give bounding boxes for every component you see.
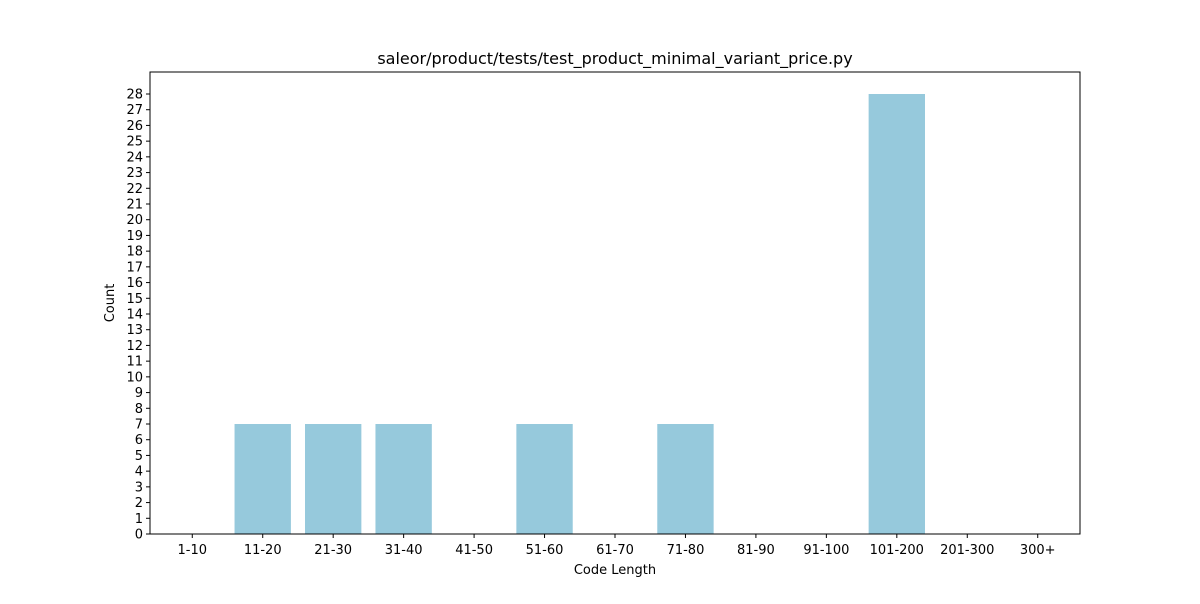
bar-11-20: [234, 424, 291, 534]
y-tick-label: 15: [126, 292, 143, 307]
y-tick-label: 9: [135, 386, 143, 401]
y-tick-label: 18: [126, 245, 143, 260]
x-tick-label: 300+: [1020, 543, 1056, 558]
y-tick-label: 17: [126, 260, 143, 275]
y-tick-label: 1: [135, 512, 143, 527]
y-tick-label: 27: [126, 103, 143, 118]
x-tick-label: 41-50: [455, 543, 493, 558]
y-tick-label: 20: [126, 213, 143, 228]
x-tick-label: 51-60: [526, 543, 564, 558]
x-axis-label: Code Length: [574, 563, 656, 578]
y-tick-label: 13: [126, 323, 143, 338]
y-tick-label: 12: [126, 339, 143, 354]
y-tick-label: 0: [135, 528, 143, 543]
y-tick-label: 11: [126, 355, 143, 370]
x-tick-label: 11-20: [244, 543, 282, 558]
y-tick-label: 4: [135, 465, 143, 480]
x-tick-label: 1-10: [178, 543, 208, 558]
y-tick-label: 14: [126, 308, 143, 323]
y-tick-label: 16: [126, 276, 143, 291]
plot-area-frame: [149, 71, 1081, 535]
y-tick-label: 21: [126, 198, 143, 213]
y-tick-label: 23: [126, 166, 143, 181]
y-tick-label: 25: [126, 135, 143, 150]
x-tick-label: 21-30: [314, 543, 352, 558]
y-tick-label: 10: [126, 370, 143, 385]
bar-21-30: [305, 424, 362, 534]
x-tick-label: 61-70: [596, 543, 634, 558]
x-tick-label: 31-40: [385, 543, 423, 558]
x-tick-label: 81-90: [737, 543, 775, 558]
y-tick-label: 22: [126, 182, 143, 197]
bars: [234, 94, 925, 534]
y-tick-label: 19: [126, 229, 143, 244]
x-tick-label: 101-200: [870, 543, 924, 558]
x-tick-label: 91-100: [803, 543, 849, 558]
bar-51-60: [516, 424, 573, 534]
bar-101-200: [868, 94, 925, 534]
bar-71-80: [657, 424, 714, 534]
x-tick-label: 71-80: [667, 543, 705, 558]
y-tick-label: 6: [135, 433, 143, 448]
y-axis-ticks: 0123456789101112131415161718192021222324…: [126, 88, 150, 543]
chart-title: saleor/product/tests/test_product_minima…: [377, 49, 852, 69]
y-tick-label: 24: [126, 150, 143, 165]
y-tick-label: 2: [135, 496, 143, 511]
y-tick-label: 28: [126, 88, 143, 103]
bar-31-40: [375, 424, 432, 534]
y-tick-label: 5: [135, 449, 143, 464]
y-tick-label: 26: [126, 119, 143, 134]
y-axis-label: Count: [103, 284, 118, 323]
x-axis-ticks: 1-10 11-20 21-30 31-40 41-50 51-60 61-70 71-80 8…: [178, 534, 1056, 558]
y-tick-label: 3: [135, 480, 143, 495]
y-tick-label: 8: [135, 402, 143, 417]
y-tick-label: 7: [135, 418, 143, 433]
x-tick-label: 201-300: [940, 543, 994, 558]
